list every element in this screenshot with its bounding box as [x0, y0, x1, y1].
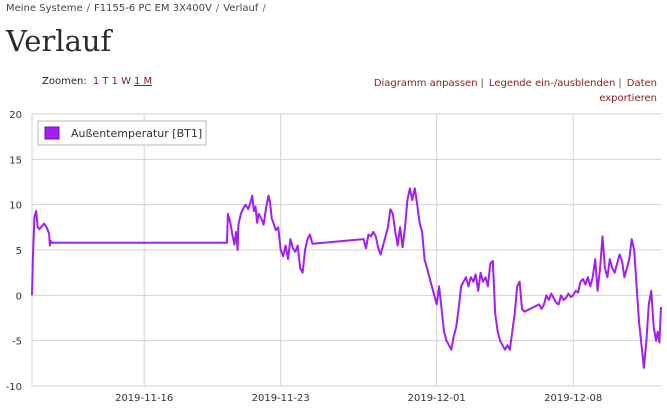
breadcrumb-separator: /	[215, 3, 220, 14]
legend-swatch	[44, 126, 60, 140]
breadcrumb-separator: /	[86, 3, 91, 14]
legend-box	[37, 120, 207, 146]
y-tick-label: 5	[16, 246, 22, 257]
y-tick-label: 10	[9, 201, 22, 212]
action-separator: |	[480, 78, 484, 89]
x-tick-label: 2019-11-23	[252, 393, 310, 404]
breadcrumb-separator: /	[262, 3, 266, 14]
zoom-label: Zoomen:	[42, 76, 87, 87]
zoom-option-1-month[interactable]: 1 M	[133, 76, 153, 87]
x-tick-label: 2019-11-16	[115, 393, 173, 404]
y-tick-label: 20	[9, 110, 22, 121]
y-tick-label: 0	[16, 291, 22, 302]
y-tick-label: -10	[6, 382, 22, 393]
action-separator: |	[618, 78, 622, 89]
chart-actions: Diagramm anpassen | Legende ein-/ausblende…	[357, 76, 657, 106]
zoom-option-1-week[interactable]: 1 W	[111, 76, 131, 87]
page-title: Verlauf	[6, 24, 112, 58]
x-tick-label: 2019-12-01	[408, 393, 466, 404]
series-line-outdoor-temperature[interactable]	[31, 187, 662, 369]
y-tick-label: 15	[9, 155, 22, 166]
adjust-chart-link[interactable]: Diagramm anpassen	[373, 78, 478, 89]
x-tick-label: 2019-12-08	[544, 393, 602, 404]
toggle-legend-link[interactable]: Legende ein-/ausblenden	[488, 78, 616, 89]
legend-label: Außentemperatur [BT1]	[71, 127, 202, 140]
breadcrumb-item-history[interactable]: Verlauf	[223, 3, 259, 14]
breadcrumb-item-device[interactable]: F1155-6 PC EM 3X400V	[94, 3, 212, 14]
breadcrumb-item-systems[interactable]: Meine Systeme	[6, 3, 83, 14]
breadcrumb: Meine Systeme / F1155-6 PC EM 3X400V / Verla…	[6, 3, 270, 14]
chart-legend[interactable]: Außentemperatur [BT1]	[37, 120, 207, 146]
export-data-link[interactable]: Daten exportieren	[599, 78, 657, 104]
zoom-option-1-day[interactable]: 1 T	[92, 76, 109, 87]
y-tick-label: -5	[12, 337, 22, 348]
